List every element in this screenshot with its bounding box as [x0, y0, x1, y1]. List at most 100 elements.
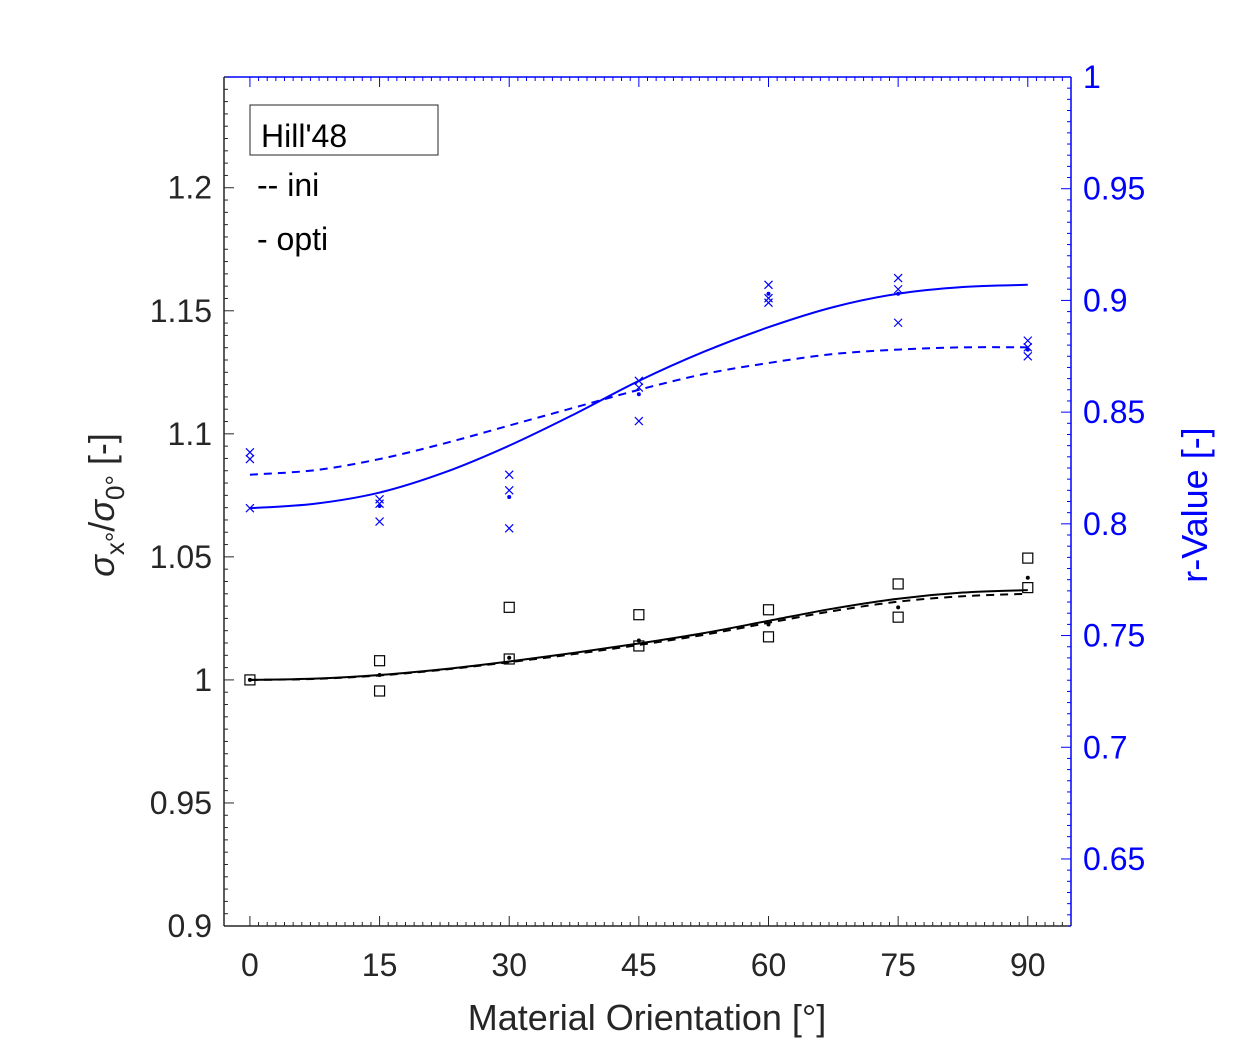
- x-axis-label: Material Orientation [°]: [468, 997, 827, 1038]
- rvalue-x-marker: [504, 470, 514, 480]
- stress-markers-dot-marker: [377, 672, 382, 677]
- rvalue-x-marker-stroke: [504, 523, 514, 533]
- rvalue-x-marker: [764, 293, 773, 303]
- rvalue-x-marker: [893, 318, 903, 328]
- stress-square-marker: [762, 631, 775, 643]
- legend-entry-opti: - opti: [257, 221, 328, 257]
- stress-square-marker: [633, 609, 645, 621]
- y-right-tick-label: 0.85: [1083, 394, 1145, 430]
- x-tick-label: 0: [241, 947, 259, 983]
- rvalue-x-marker: [245, 503, 255, 513]
- axis-ticks: [224, 76, 1072, 927]
- stress-square-marker: [762, 604, 775, 616]
- rvalue-x-marker-stroke: [504, 470, 514, 480]
- svg-text:σx°/σ0° [-]: σx°/σ0° [-]: [81, 433, 130, 577]
- y-left-tick-label: 1: [194, 662, 212, 698]
- stress-square-marker: [503, 601, 515, 613]
- stress-markers-dot-marker: [766, 622, 771, 627]
- y-axis-left-label: σx°/σ0° [-]: [81, 433, 130, 577]
- legend-title-box: [249, 104, 439, 156]
- rvalue-x-marker: [764, 280, 773, 290]
- y-left-tick-label: 1.15: [150, 293, 212, 329]
- rvalue-x-marker-stroke: [764, 298, 773, 308]
- rvalue-x-marker-stroke: [893, 284, 903, 294]
- rvalue-dashed-line: [249, 346, 1028, 476]
- rvalue-x-marker: [375, 494, 384, 504]
- rvalue-x-marker: [634, 383, 644, 392]
- rvalue-markers-dot-marker: [1025, 347, 1030, 352]
- stress-square-marker: [1022, 582, 1034, 594]
- x-tick-label: 75: [880, 947, 916, 983]
- stress-square-marker: [1022, 552, 1034, 564]
- rvalue-x-marker: [504, 523, 514, 533]
- y-right-tick-label: 0.95: [1083, 171, 1145, 207]
- rvalue-x-marker: [375, 499, 384, 509]
- rvalue-markers-dot-marker: [766, 291, 771, 296]
- rvalue-x-marker-stroke: [634, 383, 644, 392]
- rvalue-markers-dot-marker: [896, 291, 901, 296]
- stress-square-marker: [503, 653, 515, 665]
- y-left-tick-label: 1.1: [168, 416, 212, 452]
- x-tick-label: 90: [1010, 947, 1046, 983]
- tick-labels: 0 15 30 45 60 75 90 0.9 0.95 1 1.05 1.1 1.15 1.2 0.65 0…: [150, 59, 1146, 983]
- rvalue-x-marker-stroke: [634, 376, 644, 386]
- y-right-tick-label: 0.7: [1083, 729, 1127, 765]
- x-tick-label: 60: [751, 947, 787, 983]
- rvalue-markers-dot-marker: [636, 392, 641, 397]
- rvalue-x-marker: [375, 517, 384, 527]
- rvalue-x-marker-stroke: [893, 273, 903, 283]
- rvalue-x-marker-stroke: [375, 499, 384, 509]
- y-left-tick-label: 1.05: [150, 539, 212, 575]
- stress-markers-dot-marker: [636, 638, 641, 643]
- stress-square-marker: [892, 611, 904, 623]
- y-left-label-sigma2: σ: [81, 499, 122, 522]
- rvalue-x-marker: [504, 485, 514, 495]
- rvalue-x-marker: [893, 284, 903, 294]
- stress-markers-dot-marker: [896, 605, 901, 610]
- x-tick-label: 30: [491, 947, 527, 983]
- stress-markers-dot-marker: [507, 655, 512, 660]
- y-right-tick-label: 0.9: [1083, 282, 1127, 318]
- rvalue-x-marker-stroke: [375, 494, 384, 504]
- rvalue-x-marker-stroke: [1023, 342, 1033, 352]
- y-left-tick-label: 1.2: [168, 170, 212, 206]
- y-right-tick-label: 0.8: [1083, 506, 1127, 542]
- y-left-tick-label: 0.9: [168, 908, 212, 944]
- y-left-label-sub1: x°: [100, 532, 130, 555]
- x-tick-label: 15: [362, 947, 398, 983]
- rvalue-markers-dot-marker: [377, 503, 382, 508]
- y-left-tick-label: 0.95: [150, 785, 212, 821]
- rvalue-x-marker-stroke: [245, 454, 255, 464]
- rvalue-x-marker-stroke: [245, 447, 255, 457]
- rvalue-x-marker: [634, 416, 644, 426]
- rvalue-x-marker: [1023, 351, 1033, 361]
- legend: Hill'48 -- ini - opti: [249, 104, 439, 257]
- rvalue-x-marker: [1023, 342, 1033, 352]
- rvalue-x-marker-stroke: [634, 416, 644, 426]
- rvalue-x-marker-stroke: [764, 293, 773, 303]
- y-left-label-slash: /: [81, 522, 122, 532]
- stress-markers-dot-marker: [1025, 575, 1030, 580]
- legend-title: Hill'48: [261, 118, 347, 154]
- rvalue-x-marker: [634, 376, 644, 386]
- rvalue-x-marker: [893, 273, 903, 283]
- rvalue-x-marker-stroke: [764, 280, 773, 290]
- x-tick-label: 45: [621, 947, 657, 983]
- series-layer: [244, 273, 1034, 697]
- rvalue-x-marker-stroke: [893, 318, 903, 328]
- rvalue-x-marker-stroke: [1023, 351, 1033, 361]
- stress-square-marker: [373, 685, 386, 697]
- rvalue-x-marker: [764, 298, 773, 308]
- legend-entry-ini: -- ini: [257, 167, 319, 203]
- rvalue-x-marker: [245, 447, 255, 457]
- y-left-label-sigma1: σ: [81, 554, 122, 577]
- y-left-label-sub2: 0°: [100, 475, 130, 500]
- stress-markers-dot-marker: [247, 677, 252, 682]
- rvalue-x-marker: [1023, 336, 1033, 346]
- stress-square-marker: [244, 674, 256, 686]
- rvalue-x-marker-stroke: [375, 517, 384, 527]
- y-axis-right-label: r-Value [-]: [1174, 427, 1215, 582]
- y-left-label-unit: [-]: [81, 433, 122, 475]
- rvalue-x-marker-stroke: [504, 485, 514, 495]
